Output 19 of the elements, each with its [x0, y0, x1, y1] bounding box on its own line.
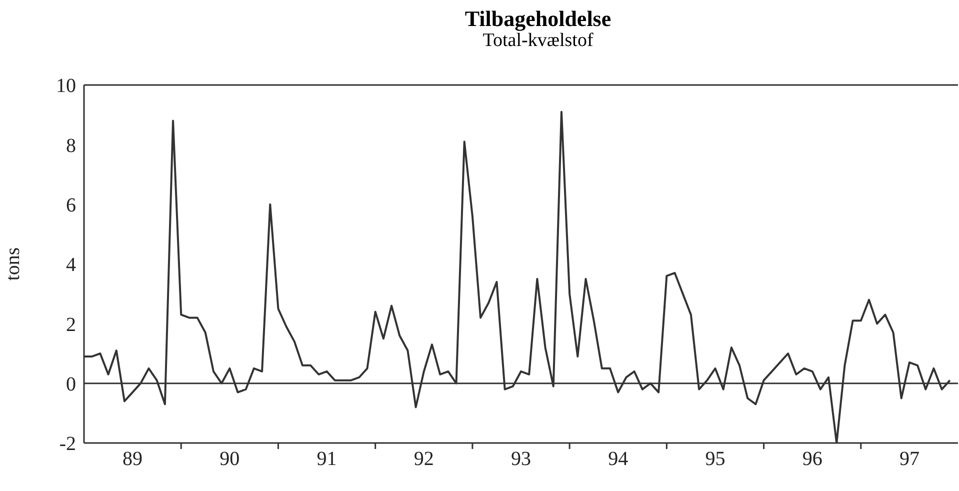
x-tick-label: 90	[220, 448, 240, 470]
y-axis-title: tons	[2, 247, 24, 281]
x-tick-label: 95	[705, 448, 726, 470]
x-tick-label: 91	[316, 448, 337, 470]
x-tick-label: 96	[802, 448, 822, 470]
chart-subtitle: Total-kvælstof	[482, 30, 594, 52]
y-tick-label: -2	[59, 433, 76, 456]
x-tick-label: 89	[122, 448, 143, 470]
y-tick-label: 8	[66, 134, 76, 157]
y-tick-label: 2	[66, 314, 76, 336]
y-tick-label: 10	[56, 75, 76, 98]
x-tick-label: 93	[511, 448, 531, 470]
x-tick-label: 92	[414, 448, 434, 470]
y-tick-label: 6	[66, 194, 76, 216]
x-tick-label: 97	[899, 448, 920, 470]
y-tick-label: 4	[66, 254, 76, 276]
chart-title: Tilbageholdelse	[464, 6, 612, 31]
x-tick-label: 94	[608, 448, 628, 470]
y-tick-label: 0	[66, 373, 76, 396]
